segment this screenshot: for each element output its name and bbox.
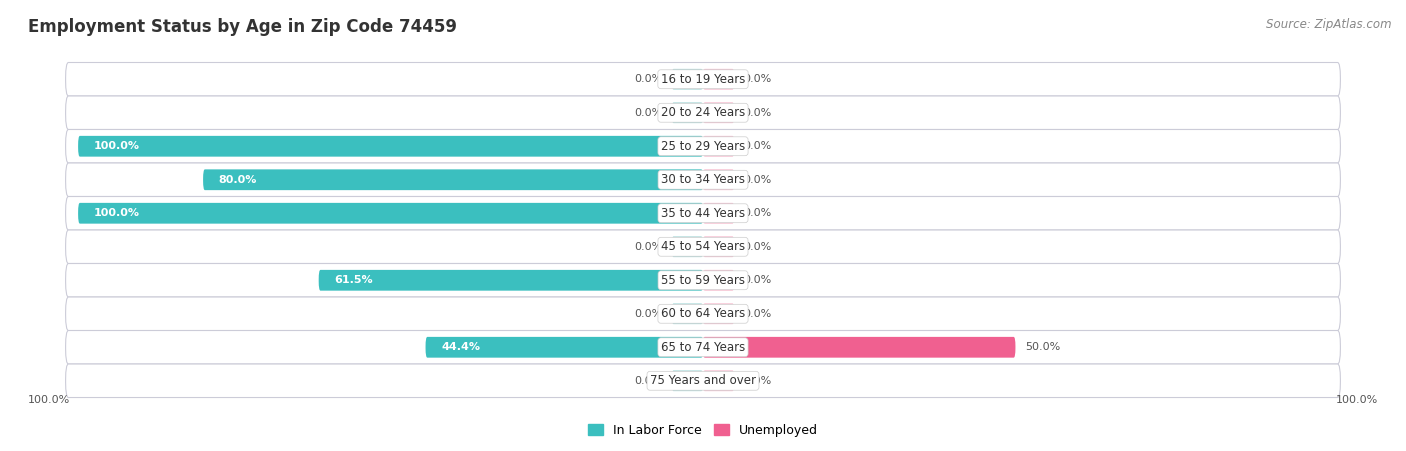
FancyBboxPatch shape	[672, 236, 703, 257]
FancyBboxPatch shape	[319, 270, 703, 290]
Text: 100.0%: 100.0%	[94, 141, 139, 151]
Legend: In Labor Force, Unemployed: In Labor Force, Unemployed	[583, 419, 823, 442]
Text: 0.0%: 0.0%	[634, 108, 662, 118]
FancyBboxPatch shape	[703, 170, 734, 190]
FancyBboxPatch shape	[703, 236, 734, 257]
Text: Employment Status by Age in Zip Code 74459: Employment Status by Age in Zip Code 744…	[28, 18, 457, 36]
FancyBboxPatch shape	[66, 63, 1340, 96]
FancyBboxPatch shape	[703, 69, 734, 90]
FancyBboxPatch shape	[703, 203, 734, 224]
FancyBboxPatch shape	[703, 337, 1015, 358]
Text: 16 to 19 Years: 16 to 19 Years	[661, 73, 745, 86]
FancyBboxPatch shape	[66, 230, 1340, 263]
FancyBboxPatch shape	[703, 136, 734, 156]
FancyBboxPatch shape	[672, 370, 703, 391]
Text: 65 to 74 Years: 65 to 74 Years	[661, 341, 745, 354]
Text: 80.0%: 80.0%	[219, 175, 257, 185]
Text: 0.0%: 0.0%	[744, 275, 772, 285]
Text: 0.0%: 0.0%	[744, 175, 772, 185]
FancyBboxPatch shape	[672, 304, 703, 324]
Text: 20 to 24 Years: 20 to 24 Years	[661, 106, 745, 119]
Text: 25 to 29 Years: 25 to 29 Years	[661, 140, 745, 153]
FancyBboxPatch shape	[426, 337, 703, 358]
FancyBboxPatch shape	[79, 203, 703, 224]
Text: 60 to 64 Years: 60 to 64 Years	[661, 307, 745, 320]
Text: 100.0%: 100.0%	[1336, 395, 1378, 405]
Text: Source: ZipAtlas.com: Source: ZipAtlas.com	[1267, 18, 1392, 31]
Text: 61.5%: 61.5%	[335, 275, 373, 285]
FancyBboxPatch shape	[672, 69, 703, 90]
Text: 55 to 59 Years: 55 to 59 Years	[661, 274, 745, 287]
Text: 45 to 54 Years: 45 to 54 Years	[661, 240, 745, 253]
FancyBboxPatch shape	[66, 129, 1340, 163]
FancyBboxPatch shape	[703, 270, 734, 290]
Text: 75 Years and over: 75 Years and over	[650, 374, 756, 387]
Text: 0.0%: 0.0%	[744, 208, 772, 218]
FancyBboxPatch shape	[703, 304, 734, 324]
FancyBboxPatch shape	[66, 197, 1340, 230]
FancyBboxPatch shape	[66, 96, 1340, 129]
Text: 0.0%: 0.0%	[744, 309, 772, 319]
Text: 44.4%: 44.4%	[441, 342, 481, 352]
Text: 100.0%: 100.0%	[94, 208, 139, 218]
FancyBboxPatch shape	[79, 136, 703, 156]
Text: 100.0%: 100.0%	[28, 395, 70, 405]
Text: 30 to 34 Years: 30 to 34 Years	[661, 173, 745, 186]
Text: 35 to 44 Years: 35 to 44 Years	[661, 207, 745, 220]
Text: 0.0%: 0.0%	[634, 309, 662, 319]
Text: 50.0%: 50.0%	[1025, 342, 1060, 352]
FancyBboxPatch shape	[672, 102, 703, 123]
Text: 0.0%: 0.0%	[744, 74, 772, 84]
Text: 0.0%: 0.0%	[744, 108, 772, 118]
Text: 0.0%: 0.0%	[634, 74, 662, 84]
Text: 0.0%: 0.0%	[744, 141, 772, 151]
FancyBboxPatch shape	[66, 297, 1340, 331]
FancyBboxPatch shape	[66, 364, 1340, 397]
FancyBboxPatch shape	[66, 331, 1340, 364]
FancyBboxPatch shape	[66, 163, 1340, 197]
Text: 0.0%: 0.0%	[634, 376, 662, 386]
Text: 0.0%: 0.0%	[634, 242, 662, 252]
Text: 0.0%: 0.0%	[744, 242, 772, 252]
FancyBboxPatch shape	[703, 102, 734, 123]
Text: 0.0%: 0.0%	[744, 376, 772, 386]
FancyBboxPatch shape	[703, 370, 734, 391]
FancyBboxPatch shape	[202, 170, 703, 190]
FancyBboxPatch shape	[66, 263, 1340, 297]
